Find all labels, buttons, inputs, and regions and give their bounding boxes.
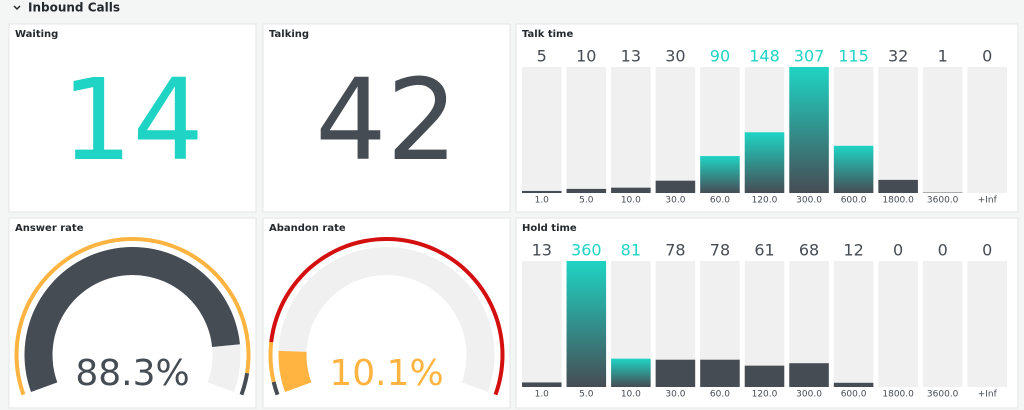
threshold-band (239, 372, 250, 396)
bar-label: 600.0 (841, 390, 867, 400)
bar-track (522, 67, 562, 193)
bar (744, 365, 785, 387)
bar-label: 5.0 (579, 390, 594, 400)
stat-value: 42 (315, 56, 458, 186)
bar-value: 78 (665, 241, 685, 260)
panel-title: Waiting (15, 29, 58, 40)
bar-label: +Inf (978, 196, 998, 206)
bar-track (922, 261, 963, 387)
bar-label: 5.0 (579, 196, 594, 206)
bar (878, 179, 918, 193)
bar-label: 600.0 (841, 196, 867, 206)
bar-value: 30 (665, 47, 685, 66)
panel-title: Talking (269, 29, 309, 40)
bar-value: 81 (621, 241, 641, 260)
bar-value: 13 (532, 241, 552, 260)
bar-label: 10.0 (621, 390, 641, 400)
panel (8, 23, 257, 213)
bar-track (566, 67, 607, 193)
gauge-track (278, 247, 495, 392)
stat-value: 14 (61, 56, 204, 186)
bar-value: 13 (621, 47, 641, 66)
bar-track (833, 261, 874, 387)
bar-label: 1.0 (535, 196, 550, 206)
bar-label: 1800.0 (882, 196, 914, 206)
bar (522, 190, 562, 193)
bar-track (611, 67, 651, 193)
bar-value: 307 (794, 47, 825, 66)
bar-value: 360 (571, 241, 602, 260)
bar (655, 359, 696, 387)
bar-label: 300.0 (796, 196, 822, 206)
bar-label: 1.0 (535, 390, 550, 400)
bar-label: 3600.0 (927, 390, 959, 400)
panel-title: Abandon rate (269, 223, 346, 234)
bar-label: 3600.0 (927, 196, 959, 206)
bar-value: 1 (938, 47, 948, 66)
bar (655, 180, 696, 193)
panel-title: Talk time (522, 29, 573, 40)
bar-value: 0 (893, 241, 903, 260)
bar (833, 145, 874, 193)
bar (566, 261, 607, 387)
bar-label: 30.0 (665, 196, 685, 206)
bar-value: 115 (838, 47, 869, 66)
bar-value: 148 (749, 47, 780, 66)
bar-value: 10 (576, 47, 596, 66)
bar-value: 0 (938, 241, 948, 260)
bar-label: +Inf (978, 390, 998, 400)
bar (789, 67, 829, 193)
bar (700, 156, 740, 193)
row-title[interactable]: Inbound Calls (28, 1, 120, 15)
bar-label: 60.0 (710, 196, 730, 206)
collapse-chevron[interactable] (13, 5, 21, 11)
bar (566, 188, 607, 193)
bar (611, 358, 651, 387)
bar (833, 382, 874, 387)
bar-value: 0 (982, 47, 992, 66)
bar-label: 120.0 (752, 196, 778, 206)
bar-track (878, 261, 918, 387)
gauge-value (24, 246, 240, 392)
bar (700, 359, 740, 387)
bar-value: 61 (754, 241, 774, 260)
panel-title: Answer rate (15, 223, 84, 234)
bar-value: 5 (537, 47, 547, 66)
bar (522, 382, 562, 387)
bar (789, 363, 829, 387)
bar-value: 12 (843, 241, 863, 260)
bar-track (878, 67, 918, 193)
bar-value: 32 (888, 47, 908, 66)
bar-value: 68 (799, 241, 819, 260)
bar-label: 10.0 (621, 196, 641, 206)
bar-track (655, 67, 696, 193)
bar (611, 187, 651, 193)
bar-value: 90 (710, 47, 730, 66)
bar-track (967, 67, 1007, 193)
gauge-value-label: 88.3% (75, 353, 189, 394)
gauge-value-label: 10.1% (329, 353, 443, 394)
bar-value: 78 (710, 241, 730, 260)
bar-label: 1800.0 (882, 390, 914, 400)
bar-track (522, 261, 562, 387)
panel (262, 23, 511, 213)
threshold-band (271, 381, 280, 396)
bar-value: 0 (982, 241, 992, 260)
bar-track (967, 261, 1007, 387)
gauge-value (278, 350, 312, 392)
bar-label: 300.0 (796, 390, 822, 400)
panel-title: Hold time (522, 223, 577, 234)
bar-label: 30.0 (665, 390, 685, 400)
threshold-band (268, 341, 276, 383)
bar (744, 132, 785, 193)
bar-label: 120.0 (752, 390, 778, 400)
bar-label: 60.0 (710, 390, 730, 400)
bar-track (922, 67, 963, 193)
